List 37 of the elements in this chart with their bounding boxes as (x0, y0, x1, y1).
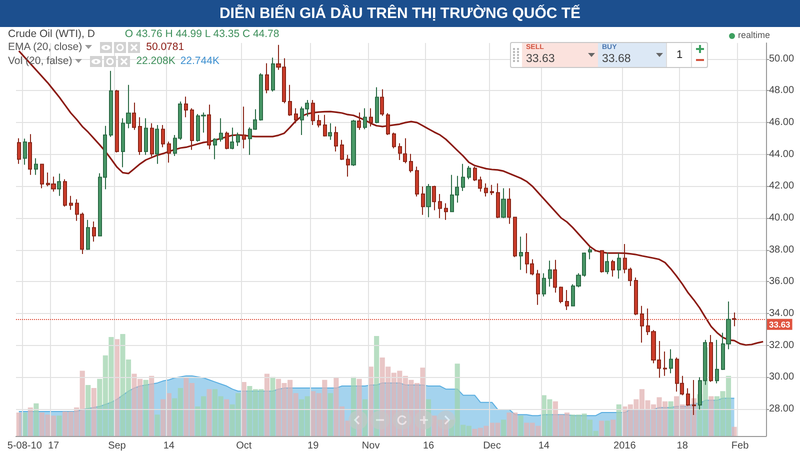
text: Crude Oil (WTI), D (8, 28, 95, 40)
annotation: 22.208K (136, 55, 176, 67)
x-tick-label: 14 (163, 440, 175, 452)
y-tick-label: 42.00 (769, 180, 794, 192)
y-tick-label: 50.00 (769, 53, 794, 64)
annotation: 33.63 (526, 53, 555, 65)
annotation: 50.0781 (146, 41, 184, 53)
x-tick-label: 17 (48, 440, 60, 452)
y-tick-label: 44.00 (769, 148, 794, 160)
annotation: 33.68 (602, 53, 631, 65)
x-tick-label: 19 (308, 440, 320, 452)
ref-line-label: 33.63 (769, 319, 791, 330)
annotation: 22.744K (180, 55, 220, 67)
text: realtime (737, 30, 770, 40)
x-tick-label: Feb (731, 440, 750, 452)
y-tick-label: 28.00 (769, 403, 794, 414)
y-tick-label: 48.00 (769, 85, 794, 96)
annotation: 1 (666, 43, 692, 67)
x-tick-label: 14 (538, 440, 550, 452)
x-tick-label: Sep (108, 440, 126, 452)
y-tick-label: 34.00 (769, 308, 794, 319)
y-tick-label: 46.00 (769, 117, 794, 128)
y-tick-label: 38.00 (769, 244, 794, 256)
y-tick-label: 30.00 (769, 372, 794, 383)
x-tick-label: Dec (483, 440, 501, 452)
x-tick-label: Nov (362, 440, 380, 452)
y-tick-label: 32.00 (769, 340, 794, 351)
y-tick-label: 40.00 (769, 212, 794, 224)
text: O 43.76 H 44.99 L 43.35 C 44.78 (124, 28, 280, 40)
series-label: EMA (20, close) (8, 41, 82, 53)
y-tick-label: 36.00 (769, 276, 794, 288)
x-tick-label: Oct (236, 440, 252, 452)
x-tick-label: 16 (422, 440, 434, 452)
chart-title: DIỄN BIẾN GIÁ DẦU TRÊN THỊ TRƯỜNG QUỐC TẾ (219, 5, 581, 22)
x-tick-label: 2016 (614, 440, 636, 452)
x-tick-label: 5-08-10 (7, 440, 42, 452)
x-tick-label: 18 (676, 440, 688, 452)
